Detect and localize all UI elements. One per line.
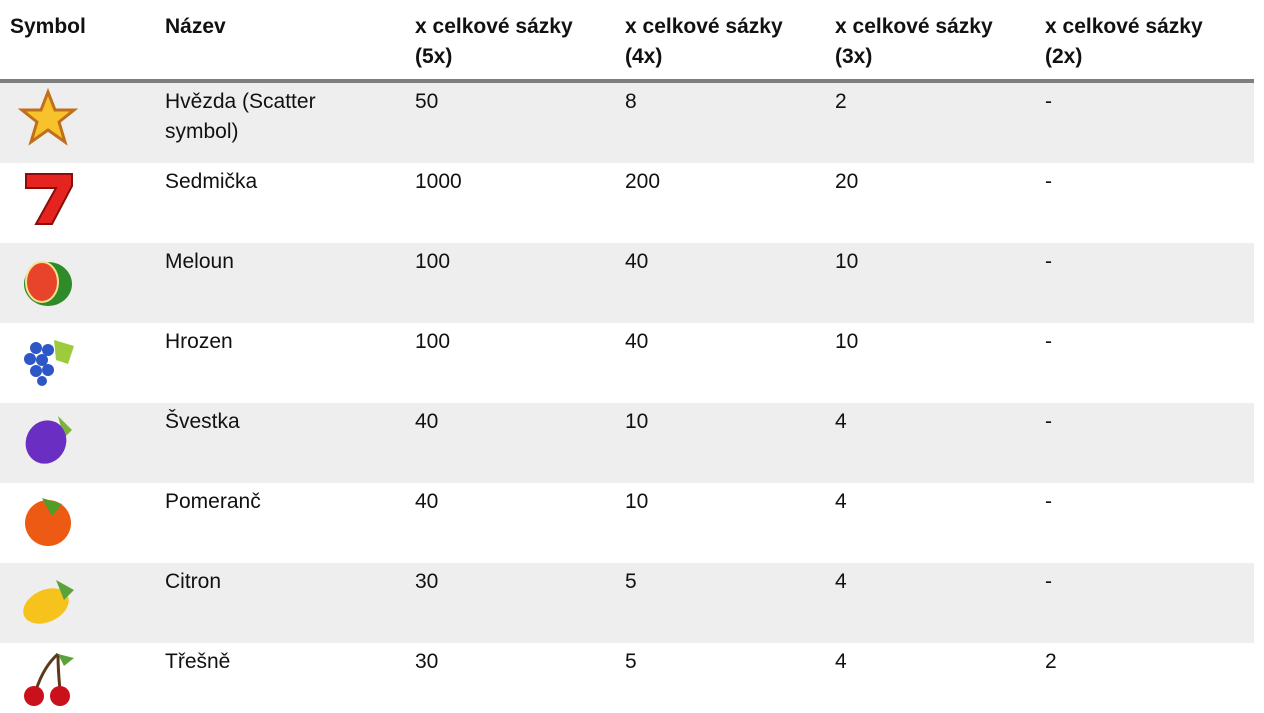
value-cell: 10 — [835, 250, 859, 273]
header-cell: Symbol — [10, 15, 86, 38]
name-cell: Meloun — [165, 250, 234, 273]
value-cell: 30 — [415, 650, 439, 673]
value-cell: 4 — [835, 650, 847, 673]
value-cell: 1000 — [415, 170, 462, 193]
value-cell: 10 — [625, 490, 649, 513]
value-cell: 4 — [835, 570, 847, 593]
value-cell: 100 — [415, 330, 451, 353]
plum-icon — [25, 416, 72, 464]
row-bg — [0, 83, 1254, 163]
grape-icon — [24, 340, 74, 386]
value-cell: - — [1045, 330, 1052, 353]
name-cell: Sedmička — [165, 170, 258, 193]
row-bg — [0, 243, 1254, 323]
header-cell: x celkové sázky (4x) — [625, 15, 783, 68]
name-cell: Hrozen — [165, 330, 233, 353]
value-cell: 40 — [625, 330, 649, 353]
value-cell: 40 — [625, 250, 649, 273]
value-cell: 40 — [415, 490, 439, 513]
header-cell: Název — [165, 15, 226, 38]
row-bg — [0, 563, 1254, 643]
lemon-icon — [23, 580, 74, 624]
value-cell: 2 — [1045, 650, 1057, 673]
seven-icon — [25, 173, 73, 225]
value-cell: 5 — [625, 570, 637, 593]
name-cell: Hvězda (Scatter symbol) — [165, 90, 316, 143]
row-bg — [0, 403, 1254, 483]
header-cell: x celkové sázky (3x) — [835, 15, 993, 68]
value-cell: - — [1045, 250, 1052, 273]
value-cell: 8 — [625, 90, 637, 113]
orange-icon — [25, 498, 71, 546]
value-cell: 50 — [415, 90, 439, 113]
value-cell: 2 — [835, 90, 847, 113]
value-cell: - — [1045, 490, 1052, 513]
value-cell: 10 — [625, 410, 649, 433]
star-icon — [18, 88, 78, 146]
value-cell: 30 — [415, 570, 439, 593]
melon-icon — [24, 261, 72, 306]
value-cell: 4 — [835, 490, 847, 513]
name-cell: Pomeranč — [165, 490, 261, 513]
cherry-icon — [24, 652, 74, 706]
value-cell: 200 — [625, 170, 661, 193]
header-cell: x celkové sázky (2x) — [1045, 15, 1203, 68]
value-cell: 4 — [835, 410, 847, 433]
value-cell: 5 — [625, 650, 637, 673]
header-rule — [0, 79, 1254, 83]
name-cell: Třešně — [165, 650, 231, 673]
name-cell: Citron — [165, 570, 222, 593]
value-cell: - — [1045, 570, 1052, 593]
value-cell: - — [1045, 410, 1052, 433]
value-cell: 20 — [835, 170, 859, 193]
value-cell: - — [1045, 90, 1052, 113]
value-cell: 100 — [415, 250, 451, 273]
header-cell: x celkové sázky (5x) — [415, 15, 573, 68]
value-cell: 40 — [415, 410, 439, 433]
name-cell: Švestka — [165, 410, 240, 433]
value-cell: - — [1045, 170, 1052, 193]
value-cell: 10 — [835, 330, 859, 353]
